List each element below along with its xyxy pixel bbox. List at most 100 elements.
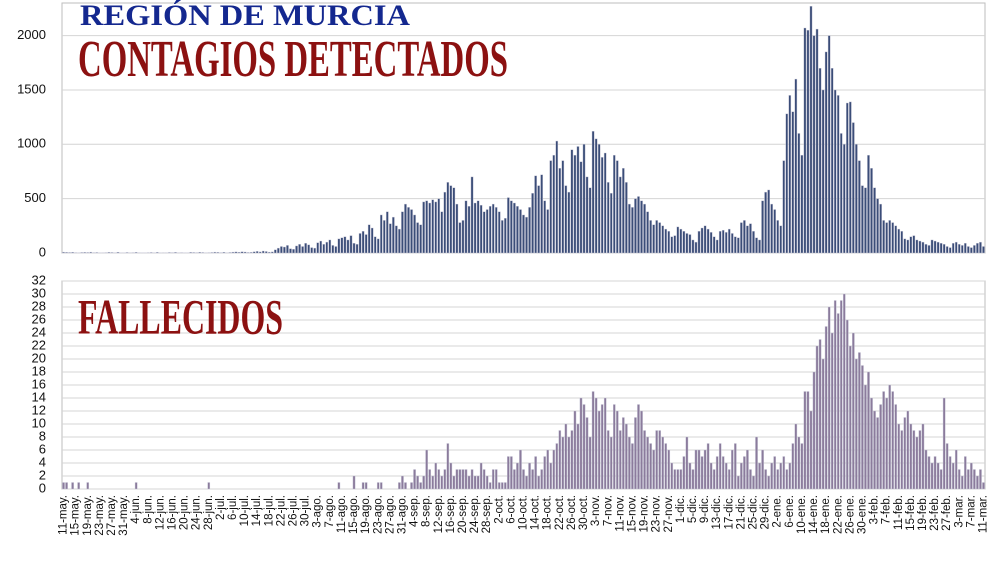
x-tick-label: 7-mar.	[965, 495, 977, 528]
bar	[446, 443, 450, 490]
x-tick-label: 30-ene.	[856, 495, 868, 534]
x-tick-label: 19-ago.	[360, 495, 372, 534]
bar	[416, 475, 419, 490]
bar	[440, 475, 444, 490]
x-tick-label: 31-ago.	[396, 495, 408, 534]
bar	[612, 404, 616, 490]
bar	[62, 482, 65, 490]
bar	[758, 239, 761, 254]
bar	[616, 160, 619, 254]
bar	[482, 211, 486, 254]
bar	[625, 423, 628, 490]
x-tick-label: 14-oct.	[530, 495, 542, 530]
bar	[379, 482, 383, 490]
bar	[386, 211, 389, 254]
bar	[510, 456, 513, 490]
bar	[479, 462, 483, 490]
bar	[824, 51, 828, 254]
bar	[298, 244, 301, 254]
bar	[498, 482, 501, 490]
bar	[310, 247, 313, 254]
bar	[679, 469, 683, 490]
bar	[558, 168, 562, 254]
bar	[679, 228, 683, 254]
bar	[833, 300, 837, 490]
bar	[570, 149, 574, 254]
bar	[770, 203, 773, 254]
x-tick-label: 23-ago.	[372, 495, 384, 534]
bar	[570, 430, 574, 490]
bar	[951, 243, 955, 254]
x-tick-label: 3-nov.	[590, 495, 602, 526]
bar	[407, 207, 410, 254]
bar	[237, 252, 241, 254]
bar	[628, 436, 631, 490]
bar	[646, 211, 649, 254]
x-tick-label: 7-ago.	[324, 495, 336, 528]
x-tick-label: 22-ene.	[832, 495, 844, 534]
bar	[431, 475, 435, 490]
bar	[948, 456, 952, 490]
bar	[876, 198, 879, 254]
x-tick-label: 10-jul.	[239, 495, 251, 526]
bar	[86, 482, 90, 490]
bar	[222, 252, 226, 254]
bar	[89, 251, 93, 254]
x-tick-label: 7-feb.	[881, 495, 893, 524]
bar	[797, 133, 801, 254]
bar	[419, 482, 422, 490]
bar	[737, 237, 740, 254]
bar	[591, 131, 595, 254]
bar	[740, 462, 743, 490]
panel-title: FALLECIDOS	[78, 288, 283, 344]
bar	[743, 220, 746, 254]
bar	[909, 423, 913, 490]
bar	[897, 423, 901, 490]
bar	[734, 236, 737, 254]
bar	[597, 144, 601, 254]
bar	[334, 246, 338, 254]
bar	[246, 252, 250, 254]
bar	[737, 475, 740, 490]
bar	[818, 68, 822, 254]
bar	[655, 430, 658, 490]
x-tick-label: 24-sep.	[469, 495, 481, 533]
bar	[434, 201, 438, 254]
bar	[552, 154, 556, 254]
bar	[71, 252, 74, 254]
x-tick-label: 11-nov.	[614, 495, 626, 532]
bar	[277, 247, 280, 254]
bar	[876, 417, 879, 490]
bar	[522, 469, 525, 490]
x-tick-label: 15-feb.	[905, 495, 917, 531]
bar	[95, 252, 99, 254]
bar	[715, 456, 719, 490]
x-tick-label: 14-jul.	[251, 495, 263, 526]
bar	[395, 225, 398, 254]
bar	[522, 214, 525, 254]
bar	[933, 456, 937, 490]
bar	[564, 423, 568, 490]
bar	[234, 251, 238, 254]
bar	[337, 482, 341, 490]
bar	[355, 244, 359, 254]
bar	[470, 469, 474, 490]
bar	[921, 241, 925, 254]
bar	[885, 397, 888, 490]
bar	[631, 443, 634, 490]
x-tick-label: 26-jul.	[288, 495, 300, 526]
x-tick-label: 4-jun.	[130, 495, 142, 524]
bar	[401, 475, 404, 490]
bar	[954, 241, 958, 254]
bar	[519, 209, 522, 254]
bar	[337, 238, 341, 254]
bar	[534, 175, 537, 254]
page-title: REGIÓN DE MURCIA	[80, 0, 410, 32]
bar	[552, 449, 556, 490]
bar	[573, 410, 577, 490]
bar	[440, 211, 444, 254]
bar	[646, 436, 649, 490]
x-tick-label: 13-dic.	[711, 495, 723, 530]
bar	[970, 247, 973, 254]
bar	[286, 245, 289, 254]
